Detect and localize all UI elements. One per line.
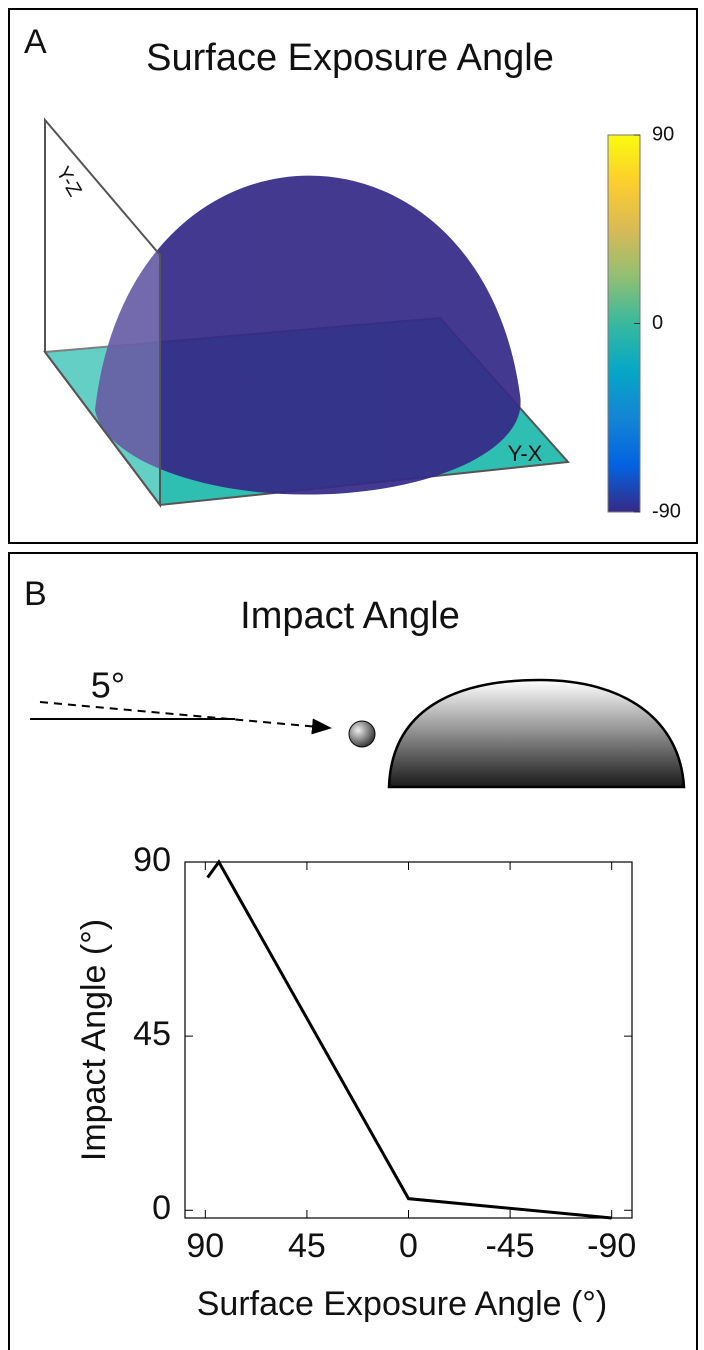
chart-title: Impact Angle: [240, 595, 460, 637]
x-tick-label: 45: [288, 1227, 326, 1265]
page: A Surface Exposure Angle Y-Z Y-X B Impac…: [0, 0, 704, 1350]
colorbar-tick-label: -90: [652, 500, 681, 522]
panel-label: B: [24, 575, 47, 613]
panel-label: A: [24, 23, 47, 61]
x-tick-label: -45: [486, 1227, 535, 1265]
colorbar-tick-label: 90: [652, 123, 674, 145]
angle-annotation: 5°: [91, 665, 125, 706]
plot-frame: [185, 862, 632, 1218]
x-tick-label: 90: [186, 1227, 224, 1265]
trajectory: [40, 702, 330, 728]
y-tick-label: 90: [133, 841, 171, 879]
half-dome: [389, 680, 684, 787]
x-axis-label: Surface Exposure Angle (°): [197, 1285, 607, 1323]
chart-title: Surface Exposure Angle: [146, 37, 554, 79]
y-tick-label: 0: [152, 1189, 171, 1227]
plane-label: Y-X: [508, 441, 543, 466]
figure: A Surface Exposure Angle Y-Z Y-X B Impac…: [0, 0, 704, 1350]
y-tick-label: 45: [133, 1015, 171, 1053]
particle: [349, 721, 375, 747]
x-tick-label: 0: [399, 1227, 418, 1265]
colorbar-tick-label: 0: [652, 312, 663, 334]
data-line: [208, 862, 612, 1218]
y-axis-label: Impact Angle (°): [75, 919, 113, 1161]
x-tick-label: -90: [587, 1227, 636, 1265]
